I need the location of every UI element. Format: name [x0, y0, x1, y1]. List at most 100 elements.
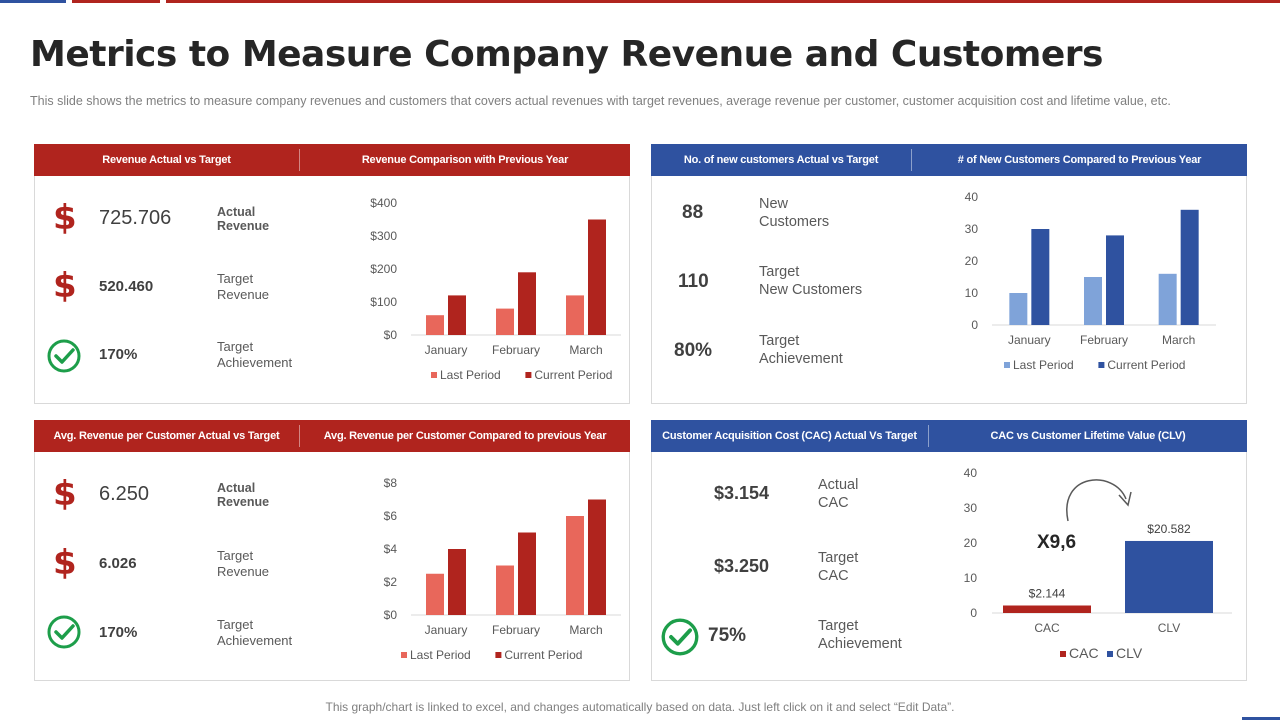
bar-last-period — [566, 295, 584, 335]
bar-current-period — [588, 499, 606, 615]
bar-current-period — [1106, 235, 1124, 325]
avg-target-revenue-label: Target Revenue — [217, 548, 270, 579]
bar-current-period — [448, 295, 466, 335]
page-subtitle: This slide shows the metrics to measure … — [30, 94, 1171, 108]
avg-target-revenue-value: 6.026 — [99, 555, 137, 572]
target-revenue-value: 520.460 — [99, 278, 154, 295]
panel-revenue: Revenue Actual vs Target Revenue Compari… — [34, 144, 630, 404]
legend-label: Last Period — [1013, 358, 1074, 372]
y-tick-label: $0 — [384, 608, 398, 622]
header-cac-vs-clv: CAC vs Customer Lifetime Value (CLV) — [990, 430, 1186, 442]
bar-last-period — [1009, 293, 1028, 325]
avg-target-achievement-label: Target Achievement — [217, 617, 293, 648]
x-tick-label: March — [569, 343, 602, 357]
bar-last-period — [496, 565, 514, 615]
page-title: Metrics to Measure Company Revenue and C… — [30, 34, 1103, 75]
check-circle-icon — [47, 339, 81, 373]
legend-swatch — [525, 372, 532, 378]
panel-revenue-header: Revenue Actual vs Target Revenue Compari… — [34, 144, 630, 176]
dollar-icon: $ — [53, 474, 77, 514]
y-tick-label: 30 — [964, 501, 978, 515]
y-tick-label: 0 — [970, 606, 977, 620]
y-tick-label: $100 — [370, 295, 397, 309]
panel-new-customers-header: No. of new customers Actual vs Target # … — [651, 144, 1247, 176]
bar-current-period — [518, 532, 536, 615]
revenue-comparison-chart: $0 $100 $200 $300 $400 January February March La… — [370, 196, 621, 382]
arrow-head-icon — [1118, 491, 1132, 507]
legend-label: Current Period — [504, 648, 582, 662]
x-tick-label: March — [569, 623, 602, 637]
legend-swatch — [1107, 651, 1113, 657]
bar-last-period — [426, 573, 444, 615]
header-cac-actual-vs-target: Customer Acquisition Cost (CAC) Actual V… — [662, 430, 917, 442]
target-achievement-label: Target Achievement — [217, 339, 293, 370]
top-accent-line-red-1 — [72, 0, 160, 3]
bar-last-period — [1158, 273, 1177, 325]
legend-label: CAC — [1069, 645, 1099, 661]
x-tick-label: February — [492, 343, 540, 357]
bar-current-period — [588, 219, 606, 335]
y-tick-label: 40 — [965, 190, 979, 204]
y-tick-label: $6 — [384, 509, 398, 523]
legend-label: CLV — [1116, 645, 1143, 661]
new-customers-value: 88 — [682, 202, 704, 223]
target-new-customers-label: Target New Customers — [759, 264, 863, 298]
corner-accent — [1242, 717, 1280, 720]
x-tick-label: March — [1162, 333, 1195, 347]
y-tick-label: 30 — [965, 222, 979, 236]
customers-target-achievement-value: 80% — [674, 340, 713, 361]
clv-multiplier: X9,6 — [1037, 532, 1077, 553]
avg-actual-revenue-value: 6.250 — [99, 483, 150, 505]
bar-last-period — [426, 315, 444, 335]
check-circle-icon — [661, 618, 699, 656]
legend-swatch — [401, 652, 407, 658]
bar-current-period — [1180, 209, 1199, 325]
legend-swatch — [1004, 362, 1010, 368]
header-new-customers-comparison: # of New Customers Compared to Previous … — [957, 154, 1202, 166]
dollar-icon: $ — [53, 543, 77, 583]
y-tick-label: $2 — [384, 575, 398, 589]
y-tick-label: 20 — [965, 254, 979, 268]
avg-target-achievement-value: 170% — [99, 624, 138, 641]
target-cac-label: Target CAC — [818, 550, 859, 584]
footer-note: This graph/chart is linked to excel, and… — [325, 700, 955, 714]
panel-avg-revenue: Avg. Revenue per Customer Actual vs Targ… — [34, 420, 630, 681]
y-tick-label: 10 — [965, 286, 979, 300]
bar-clv — [1125, 540, 1213, 613]
panel-new-customers: No. of new customers Actual vs Target # … — [651, 144, 1247, 404]
legend-swatch — [495, 652, 502, 658]
y-tick-label: $0 — [384, 328, 398, 342]
target-revenue-label: Target Revenue — [217, 271, 270, 302]
panel-cac-header: Customer Acquisition Cost (CAC) Actual V… — [651, 420, 1247, 452]
legend-label: Current Period — [534, 368, 612, 382]
actual-cac-label: Actual CAC — [818, 477, 859, 511]
top-accent-line-blue — [0, 0, 66, 3]
avg-actual-revenue-label: Actual Revenue — [217, 481, 270, 509]
y-tick-label: 20 — [964, 536, 978, 550]
header-avg-revenue-comparison: Avg. Revenue per Customer Compared to pr… — [323, 430, 607, 442]
cac-target-achievement-value: 75% — [708, 625, 747, 646]
cac-vs-clv-chart: 0 10 20 30 40 $2.144 CAC $20.582 CLV CAC CLV — [964, 466, 1232, 661]
data-label: $2.144 — [1029, 586, 1066, 600]
x-tick-label: CAC — [1034, 621, 1060, 635]
y-tick-label: $300 — [370, 229, 397, 243]
bar-cac — [1003, 605, 1091, 613]
cac-target-achievement-label: Target Achievement — [818, 618, 902, 652]
x-tick-label: January — [425, 623, 468, 637]
customers-target-achievement-label: Target Achievement — [759, 333, 843, 367]
x-tick-label: February — [1080, 333, 1128, 347]
y-tick-label: 10 — [964, 571, 978, 585]
x-tick-label: January — [1008, 333, 1051, 347]
y-tick-label: 0 — [971, 318, 978, 332]
actual-revenue-label: Actual Revenue — [217, 205, 270, 233]
dollar-icon: $ — [53, 198, 77, 238]
panel-cac: Customer Acquisition Cost (CAC) Actual V… — [651, 420, 1247, 681]
legend-swatch — [1060, 651, 1066, 657]
x-tick-label: February — [492, 623, 540, 637]
bar-last-period — [496, 308, 514, 335]
legend-label: Last Period — [440, 368, 501, 382]
target-cac-value: $3.250 — [714, 556, 770, 576]
x-tick-label: January — [425, 343, 468, 357]
legend-label: Last Period — [410, 648, 471, 662]
header-revenue-actual-vs-target: Revenue Actual vs Target — [102, 154, 231, 166]
